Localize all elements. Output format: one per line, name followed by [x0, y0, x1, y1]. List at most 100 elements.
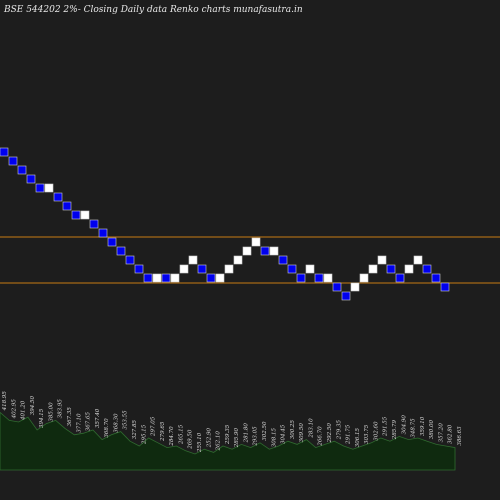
volume-label-37: 291.75 [346, 424, 352, 445]
volume-label-13: 353.55 [123, 410, 129, 430]
volume-label-36: 279.35 [336, 419, 342, 440]
volume-label-21: 255.10 [197, 432, 203, 453]
volume-label-16: 297.05 [151, 416, 157, 437]
renko-brick-36 [323, 273, 333, 283]
volume-label-15: 295.15 [141, 424, 147, 445]
volume-label-14: 327.85 [132, 419, 138, 439]
renko-brick-15 [134, 264, 144, 274]
volume-area [0, 411, 456, 471]
volume-label-34: 266.70 [318, 426, 324, 447]
volume-label-20: 269.50 [188, 429, 194, 450]
volume-label-11: 368.70 [104, 418, 110, 438]
renko-brick-25 [224, 264, 234, 274]
volume-label-17: 279.65 [160, 421, 166, 442]
renko-brick-23 [206, 273, 216, 283]
renko-brick-6 [53, 192, 63, 202]
volume-label-3: 394.50 [30, 395, 36, 415]
volume-label-44: 348.75 [411, 418, 417, 438]
volume-label-8: 377.10 [76, 413, 82, 433]
renko-brick-37 [332, 282, 342, 292]
volume-label-5: 385.00 [48, 402, 54, 422]
renko-bricks [0, 147, 450, 301]
renko-brick-17 [152, 273, 162, 283]
renko-brick-7 [62, 201, 72, 211]
renko-brick-8 [71, 210, 81, 220]
volume-label-22: 252.90 [206, 427, 212, 448]
renko-brick-39 [350, 282, 360, 292]
renko-brick-0 [0, 147, 9, 157]
renko-brick-42 [377, 255, 387, 265]
renko-brick-10 [89, 219, 99, 229]
volume-label-27: 293.05 [253, 426, 259, 447]
renko-brick-34 [305, 264, 315, 274]
renko-brick-40 [359, 273, 369, 283]
volume-label-7: 367.35 [67, 407, 73, 427]
renko-brick-19 [170, 273, 180, 283]
volume-label-12: 368.30 [113, 413, 119, 433]
volume-label-40: 302.60 [373, 421, 379, 441]
volume-label-0: 418.95 [2, 391, 8, 412]
volume-label-49: 386.63 [457, 426, 463, 446]
renko-brick-30 [269, 246, 279, 256]
volume-area-path [0, 411, 456, 471]
chart-title: BSE 544202 2%- Closing Daily data Renko … [3, 5, 303, 15]
renko-brick-28 [251, 237, 261, 247]
renko-brick-46 [413, 255, 423, 265]
volume-label-26: 281.80 [243, 423, 249, 444]
renko-brick-14 [125, 255, 135, 265]
volume-label-39: 303.75 [364, 424, 370, 444]
volume-label-46: 380.00 [429, 419, 435, 439]
volume-label-30: 304.45 [281, 424, 287, 444]
renko-brick-5 [44, 183, 54, 193]
renko-brick-9 [80, 210, 90, 220]
volume-label-47: 357.20 [438, 423, 444, 443]
renko-brick-47 [422, 264, 432, 274]
volume-label-25: 285.90 [234, 427, 240, 448]
renko-brick-27 [242, 246, 252, 256]
renko-brick-20 [179, 264, 189, 274]
volume-label-31: 300.25 [290, 419, 296, 439]
renko-brick-49 [440, 282, 450, 292]
renko-brick-3 [26, 174, 36, 184]
volume-label-33: 283.10 [308, 418, 314, 439]
volume-label-38: 306.15 [355, 427, 361, 447]
renko-brick-1 [8, 156, 18, 166]
renko-brick-26 [233, 255, 243, 265]
renko-brick-32 [287, 264, 297, 274]
renko-brick-29 [260, 246, 270, 256]
volume-label-48: 362.80 [448, 424, 454, 444]
volume-label-28: 302.50 [262, 421, 268, 441]
volume-label-9: 367.65 [86, 411, 92, 431]
renko-brick-33 [296, 273, 306, 283]
renko-brick-24 [215, 273, 225, 283]
volume-label-32: 309.50 [299, 423, 305, 443]
level-lines [0, 236, 500, 284]
volume-label-43: 304.90 [401, 415, 407, 435]
renko-brick-16 [143, 273, 153, 283]
renko-brick-11 [98, 228, 108, 238]
volume-label-23: 262.10 [216, 431, 222, 452]
renko-brick-35 [314, 273, 324, 283]
volume-label-45: 359.10 [420, 416, 426, 436]
volume-label-29: 308.15 [271, 427, 277, 447]
renko-brick-44 [395, 273, 405, 283]
renko-brick-18 [161, 273, 171, 283]
renko-brick-2 [17, 165, 27, 175]
renko-brick-4 [35, 183, 45, 193]
volume-label-18: 284.70 [169, 426, 175, 447]
renko-brick-41 [368, 264, 378, 274]
volume-label-10: 357.40 [95, 408, 101, 428]
volume-label-19: 265.15 [178, 424, 184, 445]
volume-label-1: 402.95 [11, 399, 17, 420]
renko-brick-21 [188, 255, 198, 265]
volume-label-2: 401.20 [21, 400, 27, 421]
renko-brick-43 [386, 264, 396, 274]
renko-brick-45 [404, 264, 414, 274]
renko-brick-22 [197, 264, 207, 274]
volume-label-24: 259.35 [225, 424, 231, 445]
renko-brick-31 [278, 255, 288, 265]
renko-brick-13 [116, 246, 126, 256]
